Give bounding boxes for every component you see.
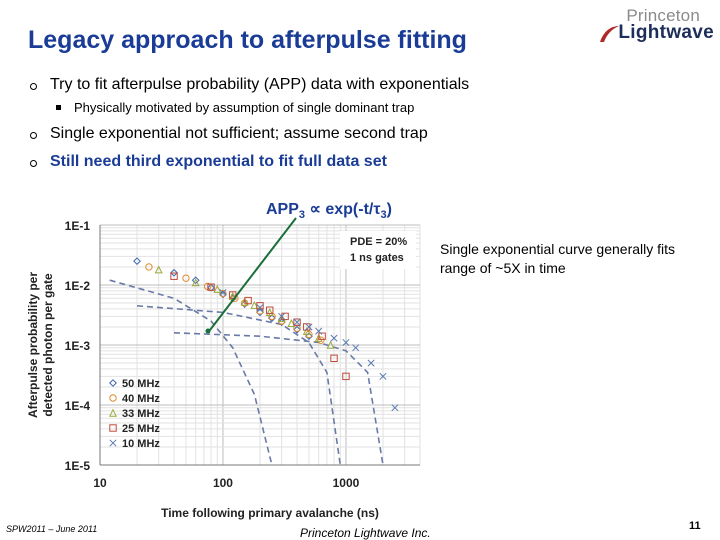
fit-curve: [136, 305, 342, 466]
footer-conference: SPW2011 – June 2011: [6, 524, 98, 534]
data-point: [326, 340, 335, 349]
data-point: [330, 334, 338, 342]
data-point: [352, 344, 360, 352]
data-point: [191, 278, 200, 287]
data-point: [318, 332, 326, 340]
chart-fit-curves: [109, 279, 384, 466]
afterpulse-chart: 10 100 1000 1E-1 1E-2 1E-3 1E-4 1E-5 Time follow…: [26, 219, 421, 520]
bullet-dot-icon: [30, 132, 37, 139]
x-tick-label: 10: [93, 476, 107, 490]
legend-label: 50 MHz: [122, 378, 160, 390]
bullet-dot-icon: [30, 83, 37, 90]
data-point: [315, 327, 323, 335]
data-point: [170, 268, 178, 277]
logo-line2: Lightwave: [618, 22, 714, 43]
bullet-dot-icon: [30, 160, 37, 167]
sub-bullet-square-icon: [56, 105, 61, 110]
y-axis-label-line1: Afterpulse probability per: [26, 272, 40, 418]
bullet-text: Still need third exponential to fit full…: [50, 153, 387, 170]
footer-company: Princeton Lightwave Inc.: [300, 526, 431, 540]
y-tick-label: 1E-4: [65, 399, 91, 413]
legend-label: 10 MHz: [122, 438, 160, 450]
data-point: [314, 333, 323, 342]
annotation-line: PDE = 20%: [350, 236, 407, 248]
data-point: [303, 323, 311, 331]
legend-marker: [109, 424, 117, 432]
data-point: [191, 276, 200, 285]
x-tick-label: 1000: [333, 476, 360, 490]
page-number: 11: [689, 520, 701, 532]
legend-label: 25 MHz: [122, 423, 160, 435]
data-point: [170, 272, 178, 280]
data-point: [330, 354, 338, 363]
legend-marker: [109, 379, 117, 387]
y-axis-label-line2: detected photon per gate: [41, 273, 55, 417]
data-point: [342, 372, 350, 381]
fit-range-note: Single exponential curve generally fits …: [440, 241, 676, 276]
data-point: [317, 336, 325, 344]
slide-title: Legacy approach to afterpulse fitting: [28, 26, 467, 54]
data-point: [379, 372, 387, 380]
fit-curve: [173, 332, 384, 466]
data-point: [182, 274, 190, 282]
logo-swoosh-icon: [600, 26, 619, 42]
data-point: [305, 323, 313, 331]
data-point: [367, 359, 375, 367]
chart-legend: 50 MHz 40 MHz 33 MHz 25 MHz 10 MHz: [108, 378, 160, 450]
legend-marker: [109, 439, 117, 447]
legend-label: 40 MHz: [122, 393, 160, 405]
data-point: [342, 338, 350, 347]
fit-curve: [109, 279, 273, 466]
data-point: [391, 404, 399, 412]
bullet-text: Try to fit afterpulse probability (APP) …: [50, 76, 470, 93]
y-tick-label: 1E-2: [65, 279, 91, 293]
y-tick-label: 1E-1: [65, 219, 91, 233]
bullet-text: Single exponential not sufficient; assum…: [50, 125, 428, 142]
chart-points: [133, 257, 399, 412]
data-point: [133, 257, 141, 266]
y-tick-label: 1E-5: [65, 459, 91, 473]
chart-axes: 10 100 1000 1E-1 1E-2 1E-3 1E-4 1E-5 Time follow…: [26, 219, 420, 520]
logo-line1: Princeton: [626, 6, 700, 25]
sub-bullet-text: Physically motivated by assumption of si…: [74, 100, 415, 115]
company-logo: Princeton Lightwave: [594, 6, 716, 46]
legend-label: 33 MHz: [122, 408, 160, 420]
annotation-line: 1 ns gates: [350, 252, 404, 264]
x-axis-label: Time following primary avalanche (ns): [161, 506, 379, 520]
app3-label: APP3 ∝ exp(-t/τ3): [266, 201, 392, 222]
legend-marker: [108, 408, 118, 417]
data-point: [305, 332, 313, 341]
chart-annotation: PDE = 20% 1 ns gates: [340, 231, 416, 269]
data-point: [154, 265, 163, 274]
data-point: [302, 326, 311, 335]
data-point: [145, 263, 153, 271]
x-tick-label: 100: [213, 476, 233, 490]
y-tick-label: 1E-3: [65, 339, 91, 353]
legend-marker: [109, 394, 117, 402]
annotation-box: [340, 231, 416, 269]
